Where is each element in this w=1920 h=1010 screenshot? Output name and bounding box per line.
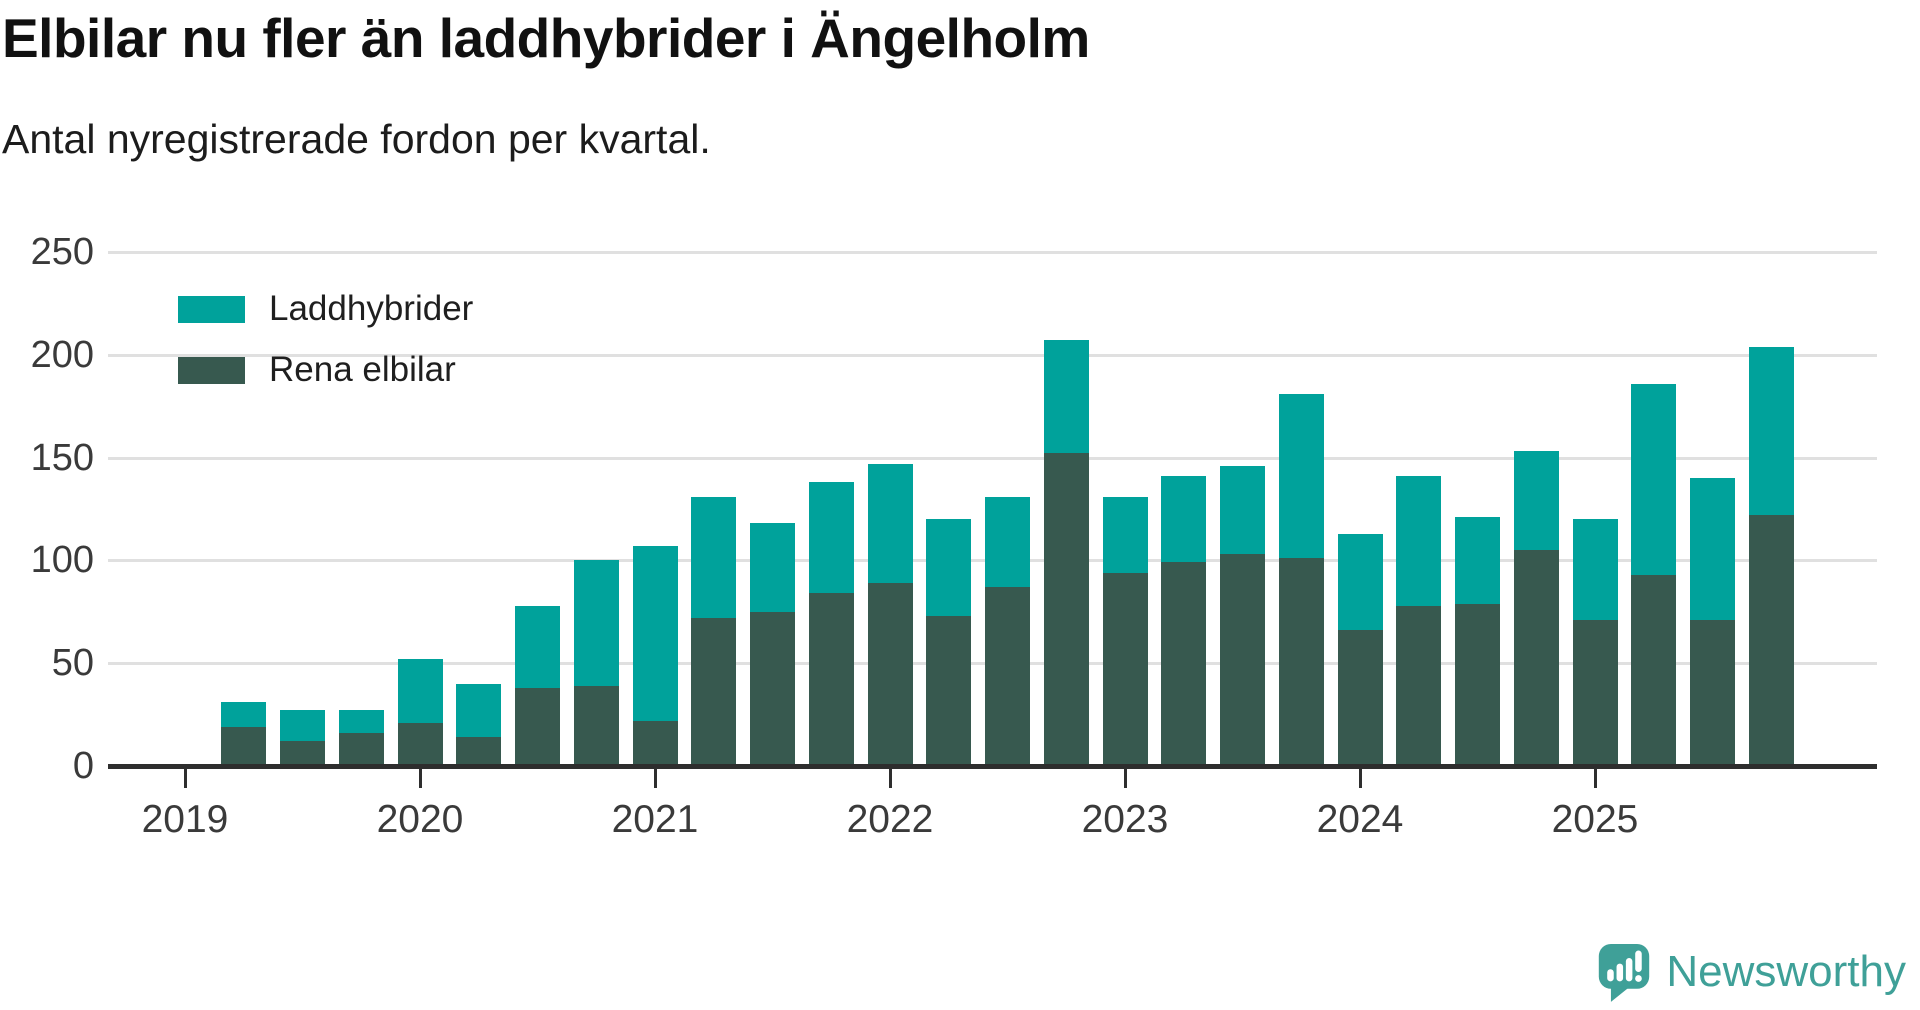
bar-segment-rena-elbilar: [397, 722, 443, 766]
bar-segment-rena-elbilar: [573, 685, 619, 766]
bar-segment-rena-elbilar: [515, 687, 560, 766]
y-axis-label: 200: [30, 333, 94, 376]
legend-label-laddhybrider: Laddhybrider: [269, 289, 474, 328]
gridline-250: [108, 251, 1877, 254]
x-axis-line: [108, 764, 1877, 769]
bar-segment-rena-elbilar: [456, 737, 502, 766]
x-axis-label: 2022: [846, 798, 934, 841]
bar-segment-laddhybrider: [750, 523, 795, 612]
bar-segment-laddhybrider: [1161, 476, 1207, 563]
y-axis-label: 50: [51, 642, 94, 685]
bar-segment-rena-elbilar: [985, 587, 1030, 766]
bar-segment-rena-elbilar: [1455, 603, 1500, 766]
y-axis-label: 100: [30, 539, 94, 582]
bar-segment-rena-elbilar: [926, 615, 972, 766]
bar-segment-laddhybrider: [1043, 340, 1089, 454]
chart-title: Elbilar nu fler än laddhybrider i Ängelh…: [2, 7, 1090, 69]
x-tick: [654, 769, 657, 788]
bar-segment-rena-elbilar: [221, 726, 267, 766]
x-axis-label: 2019: [141, 798, 229, 841]
y-axis-label: 0: [72, 745, 94, 787]
bar-segment-rena-elbilar: [1572, 620, 1618, 766]
legend-item-laddhybrider: Laddhybrider: [178, 289, 473, 329]
legend: Laddhybrider Rena elbilar: [178, 289, 473, 390]
x-tick: [1359, 769, 1362, 788]
bar-segment-laddhybrider: [1513, 451, 1559, 551]
gridline-150: [108, 456, 1877, 460]
bar-segment-rena-elbilar: [1220, 554, 1265, 766]
gridline-200: [108, 353, 1877, 357]
bar-segment-rena-elbilar: [1690, 620, 1735, 766]
bar-segment-rena-elbilar: [1748, 515, 1794, 766]
bar-segment-rena-elbilar: [1102, 572, 1148, 766]
bar-segment-rena-elbilar: [1631, 574, 1677, 766]
bar-segment-rena-elbilar: [1161, 562, 1207, 766]
bar-segment-laddhybrider: [221, 702, 267, 727]
legend-item-rena-elbilar: Rena elbilar: [178, 350, 473, 390]
bar-segment-rena-elbilar: [632, 720, 678, 766]
bar-segment-laddhybrider: [1102, 496, 1148, 573]
bar-segment-laddhybrider: [456, 683, 502, 738]
newsworthy-logo: Newsworthy: [1596, 942, 1906, 1002]
bar-segment-laddhybrider: [1278, 393, 1324, 559]
bar-segment-laddhybrider: [985, 496, 1030, 588]
bar-segment-rena-elbilar: [338, 733, 384, 766]
bar-segment-laddhybrider: [397, 659, 443, 723]
x-axis-label: 2025: [1551, 798, 1639, 841]
bar-segment-laddhybrider: [338, 710, 384, 734]
x-axis-label: 2023: [1081, 798, 1169, 841]
bar-segment-laddhybrider: [1455, 517, 1500, 604]
bar-segment-rena-elbilar: [1513, 550, 1559, 766]
y-axis-label: 150: [30, 436, 94, 479]
bar-segment-rena-elbilar: [867, 583, 913, 766]
bar-segment-laddhybrider: [632, 546, 678, 721]
chart-subtitle: Antal nyregistrerade fordon per kvartal.: [2, 116, 711, 162]
bar-segment-rena-elbilar: [1278, 558, 1324, 766]
x-axis-label: 2020: [376, 798, 464, 841]
x-tick: [184, 769, 187, 788]
bar-segment-rena-elbilar: [1337, 630, 1383, 766]
bar-segment-laddhybrider: [1748, 346, 1794, 516]
x-tick: [889, 769, 892, 788]
newsworthy-logo-text: Newsworthy: [1666, 947, 1906, 996]
bar-segment-laddhybrider: [1572, 519, 1618, 620]
bar-segment-rena-elbilar: [280, 741, 325, 766]
x-tick: [1124, 769, 1127, 788]
bar-segment-laddhybrider: [280, 710, 325, 742]
newsworthy-logo-icon: [1599, 944, 1650, 1002]
x-tick: [419, 769, 422, 788]
bar-segment-laddhybrider: [1337, 533, 1383, 631]
x-axis-label: 2021: [611, 798, 699, 841]
bar-segment-laddhybrider: [867, 463, 913, 583]
bar-segment-rena-elbilar: [750, 611, 795, 766]
bar-segment-laddhybrider: [1396, 476, 1442, 606]
bar-segment-rena-elbilar: [808, 593, 854, 766]
bar-segment-laddhybrider: [691, 496, 737, 618]
bar-segment-laddhybrider: [1631, 383, 1677, 575]
bar-segment-laddhybrider: [1220, 465, 1265, 555]
x-axis-label: 2024: [1316, 798, 1404, 841]
y-axis-label: 250: [30, 231, 94, 273]
legend-label-rena-elbilar: Rena elbilar: [269, 350, 456, 389]
bar-segment-laddhybrider: [515, 605, 560, 688]
bar-segment-rena-elbilar: [1043, 453, 1089, 766]
legend-swatch-rena-elbilar: [178, 356, 245, 384]
legend-swatch-laddhybrider: [178, 295, 245, 323]
bar-segment-rena-elbilar: [691, 617, 737, 766]
x-tick: [1594, 769, 1597, 788]
bar-segment-laddhybrider: [926, 519, 972, 616]
bar-segment-laddhybrider: [1690, 478, 1735, 621]
bar-segment-laddhybrider: [573, 560, 619, 686]
bar-segment-rena-elbilar: [1396, 605, 1442, 766]
bar-segment-laddhybrider: [808, 482, 854, 594]
